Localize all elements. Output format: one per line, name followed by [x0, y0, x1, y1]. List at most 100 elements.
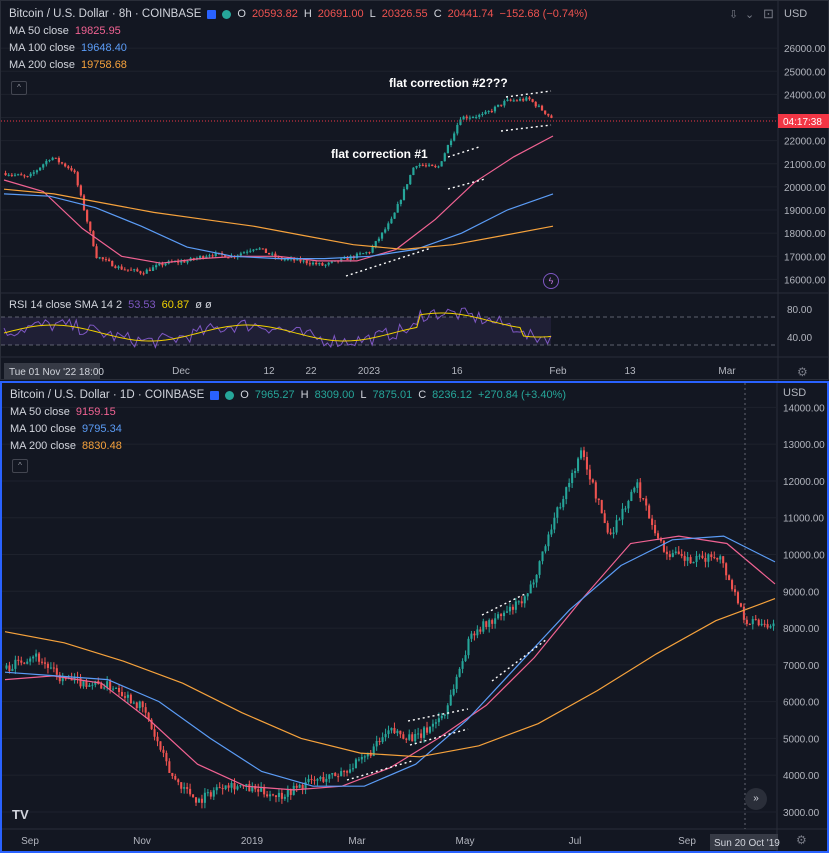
candle	[760, 623, 763, 626]
candle	[571, 472, 574, 483]
x-tick-label: Nov	[133, 836, 151, 847]
ma200-legend[interactable]: MA 200 close 8830.48	[10, 440, 122, 452]
candle	[412, 167, 415, 176]
candle	[677, 551, 680, 554]
candle	[151, 267, 155, 271]
ma50-legend[interactable]: MA 50 close 19825.95	[9, 25, 121, 37]
candle	[434, 166, 437, 168]
candle	[375, 740, 378, 747]
candle	[55, 668, 58, 675]
candle	[26, 176, 29, 178]
symbol-title[interactable]: Bitcoin / U.S. Dollar · 8h · COINBASE	[9, 8, 202, 20]
candle	[399, 730, 402, 735]
candle	[23, 175, 26, 177]
flag-icon[interactable]	[210, 391, 220, 400]
candle	[4, 173, 7, 176]
candle	[600, 500, 603, 514]
lightning-alert-icon[interactable]: ϟ	[543, 273, 559, 289]
candle	[485, 621, 488, 627]
candle	[468, 117, 471, 119]
chart-pane-1d[interactable]: 3000.00 4000.00 5000.00 6000.00 7000.00 8000.…	[0, 381, 829, 853]
candle	[117, 266, 120, 268]
candle	[305, 260, 308, 264]
symbol-title[interactable]: Bitcoin / U.S. Dollar · 1D · COINBASE	[10, 389, 205, 401]
collapse-legend-button[interactable]: ^	[12, 459, 28, 473]
rsi-title[interactable]: RSI 14 close SMA 14 2	[9, 299, 123, 311]
candle	[645, 498, 648, 506]
chart-pane-8h[interactable]: 16000.00 17000.00 18000.00 19000.00 20000.00…	[0, 0, 829, 381]
candle	[482, 621, 485, 632]
candle	[260, 787, 263, 792]
y-tick-label: 12000.00	[783, 477, 825, 488]
candle	[248, 784, 251, 792]
candle	[264, 248, 268, 254]
x-tick-label: Sep	[21, 836, 39, 847]
candle	[562, 499, 565, 508]
rsi-legend: RSI 14 close SMA 14 2 53.53 60.87 ø ø	[9, 297, 212, 314]
candle	[656, 533, 660, 539]
candle	[114, 266, 117, 268]
candle	[362, 253, 365, 255]
currency-label[interactable]: USD	[783, 387, 807, 399]
ma100-legend[interactable]: MA 100 close 9795.34	[10, 423, 122, 435]
candle	[369, 752, 372, 757]
candle	[49, 667, 52, 669]
candle	[315, 262, 318, 265]
chart-1d-canvas[interactable]: 3000.00 4000.00 5000.00 6000.00 7000.00 8000.…	[2, 383, 827, 851]
candle	[221, 788, 224, 790]
settings-gear-icon[interactable]: ⚙	[796, 833, 807, 847]
candle	[612, 532, 615, 534]
candle	[517, 601, 520, 603]
candle	[381, 737, 384, 743]
tradingview-logo-icon[interactable]: TV	[12, 807, 29, 822]
candle	[651, 518, 654, 525]
scroll-to-realtime-button[interactable]: »	[745, 788, 767, 810]
flag-icon[interactable]	[207, 10, 217, 19]
candle	[283, 796, 286, 799]
move-down-icon[interactable]: ⇩	[729, 9, 739, 21]
x-tick-label: May	[456, 836, 475, 847]
candle	[343, 771, 346, 773]
candle	[731, 580, 734, 590]
x-tick-label: 12	[263, 366, 275, 377]
candle	[91, 684, 94, 686]
candle	[349, 256, 352, 260]
candle	[579, 450, 583, 459]
candle	[227, 257, 230, 259]
channel-line-1-top	[407, 708, 469, 722]
settings-gear-icon[interactable]: ⚙	[797, 365, 808, 379]
currency-label[interactable]: USD	[784, 8, 808, 20]
x-tick-label: Jul	[569, 836, 582, 847]
candle	[106, 681, 109, 688]
y-tick-label: 26000.00	[784, 44, 826, 55]
ma50-legend[interactable]: MA 50 close 9159.15	[10, 406, 116, 418]
cursor-date-label: Tue 01 Nov '22 18:00	[9, 367, 104, 378]
candle	[568, 482, 571, 488]
ma200-legend[interactable]: MA 200 close 19758.68	[9, 59, 127, 71]
candle	[509, 99, 512, 101]
y-tick-label: 5000.00	[783, 734, 820, 745]
candle	[415, 165, 418, 168]
high-value: 8309.00	[314, 389, 355, 401]
candle	[490, 110, 493, 112]
candle	[20, 174, 23, 176]
change-value: −152.68 (−0.74%)	[499, 8, 588, 20]
maximize-icon[interactable]: ⊡	[763, 6, 774, 21]
collapse-pane-icon[interactable]: ⌄	[745, 9, 755, 21]
candle	[45, 160, 48, 165]
candle	[319, 776, 322, 780]
candle	[156, 736, 159, 742]
ma100-legend[interactable]: MA 100 close 19648.40	[9, 42, 127, 54]
candle	[357, 759, 360, 761]
candle	[117, 687, 121, 692]
chart-8h-canvas[interactable]: 16000.00 17000.00 18000.00 19000.00 20000.00…	[1, 1, 829, 381]
candle	[239, 253, 242, 256]
collapse-legend-button[interactable]: ^	[11, 81, 27, 95]
candle	[174, 776, 177, 780]
candle	[82, 195, 86, 211]
candle	[456, 124, 459, 134]
candle	[214, 252, 217, 256]
channel-line-2-top	[481, 592, 528, 616]
candle	[261, 248, 264, 250]
